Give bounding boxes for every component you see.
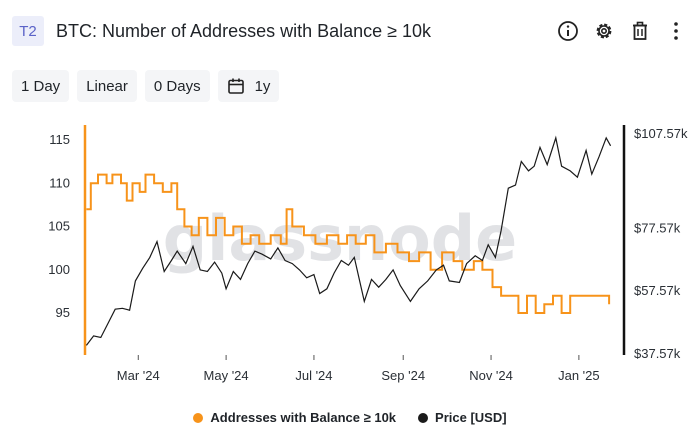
chart-toolbar: 1 Day Linear 0 Days 1y bbox=[12, 70, 280, 102]
more-vertical-icon[interactable] bbox=[664, 19, 688, 43]
tier-badge: T2 bbox=[12, 16, 44, 46]
legend-swatch-addresses bbox=[193, 412, 204, 423]
legend-swatch-price bbox=[418, 412, 429, 423]
header-actions bbox=[556, 19, 688, 43]
legend-label-price: Price [USD] bbox=[435, 410, 507, 425]
x-tick-label: Jan '25 bbox=[558, 368, 600, 383]
y-left-tick-label: 105 bbox=[48, 219, 70, 234]
y-left-tick-label: 110 bbox=[49, 175, 70, 190]
legend: Addresses with Balance ≥ 10k Price [USD] bbox=[0, 410, 700, 425]
series-line-price bbox=[85, 135, 612, 346]
info-icon[interactable] bbox=[556, 19, 580, 43]
resolution-select[interactable]: 1 Day bbox=[12, 70, 70, 102]
x-axis: Mar '24 May '24 Jul '24 Sep '24 Nov '24 Jan '… bbox=[117, 355, 600, 383]
moving-average-select[interactable]: 0 Days bbox=[144, 70, 210, 102]
series-line-addresses bbox=[86, 173, 611, 314]
calendar-icon bbox=[227, 77, 245, 95]
trash-icon[interactable] bbox=[628, 19, 652, 43]
x-tick-label: Nov '24 bbox=[469, 368, 513, 383]
x-tick-label: Jul '24 bbox=[295, 368, 332, 383]
legend-item-price[interactable]: Price [USD] bbox=[418, 410, 507, 425]
y-right-tick-label: $57.57k bbox=[634, 283, 681, 298]
legend-label-addresses: Addresses with Balance ≥ 10k bbox=[210, 410, 397, 425]
y-right-tick-label: $37.57k bbox=[634, 346, 681, 361]
y-right-tick-label: $107.57k bbox=[634, 126, 688, 141]
y-axis-right: $107.57k $77.57k $57.57k $37.57k bbox=[622, 125, 688, 361]
x-tick-label: May '24 bbox=[204, 368, 249, 383]
y-left-tick-label: 115 bbox=[49, 132, 70, 147]
x-tick-label: Sep '24 bbox=[381, 368, 425, 383]
range-select[interactable]: 1y bbox=[217, 70, 280, 102]
y-axis-left: 115 110 105 100 95 bbox=[48, 125, 87, 355]
y-left-tick-label: 95 bbox=[56, 305, 70, 320]
x-tick-label: Mar '24 bbox=[117, 368, 160, 383]
gear-icon[interactable] bbox=[592, 19, 616, 43]
y-right-tick-label: $77.57k bbox=[634, 220, 681, 235]
range-label: 1y bbox=[254, 77, 271, 95]
legend-item-addresses[interactable]: Addresses with Balance ≥ 10k bbox=[193, 410, 396, 425]
series-lines bbox=[85, 135, 612, 346]
chart-header: T2 BTC: Number of Addresses with Balance… bbox=[12, 14, 688, 48]
chart-title: BTC: Number of Addresses with Balance ≥ … bbox=[56, 20, 432, 41]
scale-select[interactable]: Linear bbox=[77, 70, 137, 102]
y-left-tick-label: 100 bbox=[48, 262, 70, 277]
